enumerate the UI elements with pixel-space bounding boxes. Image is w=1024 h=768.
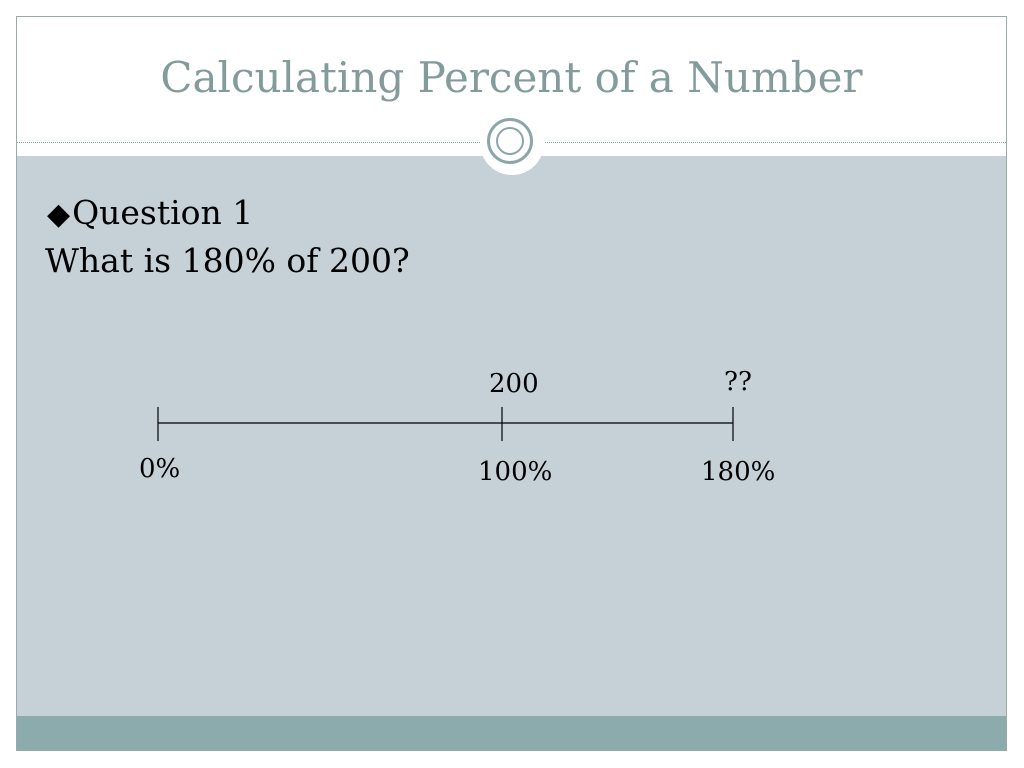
unknown-value-label: ?? [724, 367, 752, 397]
diamond-bullet-icon: ◆ [47, 197, 71, 232]
value-label-200: 200 [489, 369, 539, 399]
number-line [157, 407, 734, 441]
percent-label-180: 180% [701, 457, 776, 487]
bullet-item: ◆Question 1 [47, 193, 253, 232]
percent-label-100: 100% [478, 457, 553, 487]
slide-title: Calculating Percent of a Number [160, 53, 863, 102]
content-area [17, 156, 1006, 716]
circle-ornament-icon [487, 118, 533, 164]
slide: Calculating Percent of a Number ◆Questio… [16, 16, 1007, 751]
percent-label-0: 0% [139, 454, 181, 484]
question-text: What is 180% of 200? [45, 241, 410, 280]
footer-band [17, 716, 1006, 750]
inner-ring [496, 127, 524, 155]
bullet-text: Question 1 [72, 193, 254, 232]
